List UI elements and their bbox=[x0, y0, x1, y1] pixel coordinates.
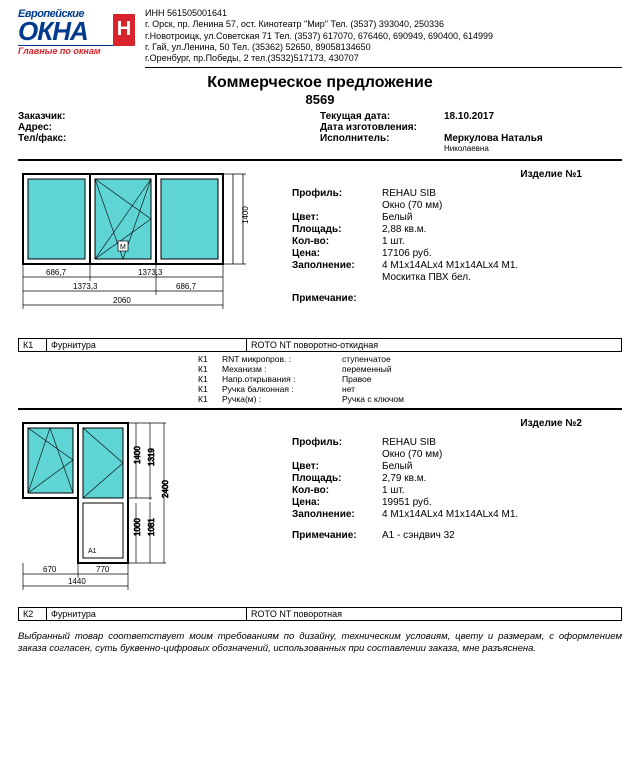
svg-text:1440: 1440 bbox=[68, 577, 86, 586]
svg-text:1000: 1000 bbox=[133, 518, 142, 536]
logo-letter: Н bbox=[113, 14, 135, 46]
item1-drawing: М 1400 686,7 1373,3 1373,3 686,7 2060 bbox=[18, 169, 278, 332]
item-2: А1 1400 1000 1319 1081 2400 670 770 1440 bbox=[18, 418, 622, 601]
svg-text:1081: 1081 bbox=[147, 518, 156, 536]
svg-text:1400: 1400 bbox=[133, 446, 142, 464]
item-1: М 1400 686,7 1373,3 1373,3 686,7 2060 bbox=[18, 169, 622, 332]
svg-text:670: 670 bbox=[43, 565, 57, 574]
footer-text: Выбранный товар соответствует моим требо… bbox=[18, 631, 622, 655]
svg-text:1373,3: 1373,3 bbox=[138, 268, 163, 277]
svg-text:1373,3: 1373,3 bbox=[73, 282, 98, 291]
doc-number: 8569 bbox=[18, 92, 622, 107]
svg-text:М: М bbox=[120, 244, 126, 251]
doc-title: Коммерческое предложение bbox=[18, 74, 622, 92]
k2-header: К2ФурнитураROTO NT поворотная bbox=[18, 607, 622, 621]
item2-drawing: А1 1400 1000 1319 1081 2400 670 770 1440 bbox=[18, 418, 278, 601]
svg-text:1319: 1319 bbox=[147, 448, 156, 466]
logo: Европейские ОКНА Н Главные по окнам bbox=[18, 8, 133, 68]
header: Европейские ОКНА Н Главные по окнам ИНН … bbox=[18, 8, 622, 68]
k1-header: К1ФурнитураROTO NT поворотно-откидная bbox=[18, 338, 622, 352]
meta-block: Заказчик: Адрес: Тел/факс: Текущая дата:… bbox=[18, 111, 622, 153]
svg-text:1400: 1400 bbox=[241, 206, 250, 224]
svg-text:2060: 2060 bbox=[113, 296, 131, 305]
svg-text:686,7: 686,7 bbox=[46, 268, 67, 277]
svg-text:770: 770 bbox=[96, 565, 110, 574]
svg-text:2400: 2400 bbox=[161, 480, 170, 498]
item2-title: Изделие №2 bbox=[292, 418, 622, 429]
logo-sub: Главные по окнам bbox=[18, 46, 133, 56]
contacts: ИНН 561505001641 г. Орск, пр. Ленина 57,… bbox=[145, 8, 622, 68]
item1-title: Изделие №1 bbox=[292, 169, 622, 180]
svg-text:686,7: 686,7 bbox=[176, 282, 197, 291]
k1-details: К1RNT микропров. :ступенчатоеК1Механизм … bbox=[198, 354, 622, 404]
svg-text:А1: А1 bbox=[88, 548, 97, 555]
